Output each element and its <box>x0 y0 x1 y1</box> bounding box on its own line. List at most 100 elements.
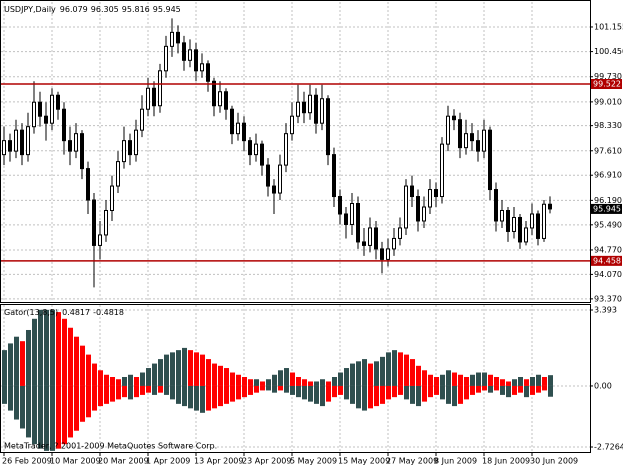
y-tick-label: 93.370 <box>594 294 622 303</box>
gator-lower-bar <box>86 385 91 418</box>
gator-lower-bar <box>500 385 505 395</box>
gator-lower-bar <box>170 385 175 400</box>
gator-upper-bar <box>452 372 457 386</box>
gator-upper-bar <box>446 370 451 386</box>
gator-lower-bar <box>338 385 343 395</box>
gator-upper-bar <box>224 368 229 386</box>
candle-body <box>434 189 438 198</box>
gator-lower-bar <box>284 385 289 393</box>
candle-body <box>194 49 198 72</box>
gator-lower-bar <box>476 385 481 393</box>
y-tick-label: 99.010 <box>594 97 622 106</box>
candle-body <box>392 237 396 250</box>
gator-lower-bar <box>158 385 163 393</box>
gator-upper-bar <box>8 343 13 386</box>
candle-body <box>2 140 6 156</box>
candle-body <box>140 108 144 131</box>
gator-lower-bar <box>230 385 235 402</box>
gator-lower-bar <box>272 385 277 393</box>
gator-lower-bar <box>98 385 103 407</box>
gator-upper-bar <box>218 365 223 386</box>
candle-body <box>290 115 294 135</box>
candle-body <box>302 101 306 114</box>
candle-body <box>428 189 432 208</box>
candle-body <box>458 119 462 149</box>
gator-panel-frame <box>0 304 591 453</box>
gator-upper-bar <box>56 312 61 386</box>
gator-lower-bar <box>56 385 61 449</box>
gator-lower-bar <box>248 385 253 395</box>
gator-upper-bar <box>212 363 217 386</box>
gator-upper-bar <box>272 374 277 386</box>
gator-lower-bar <box>518 385 523 393</box>
candle-body <box>524 227 528 243</box>
y-tick-label: 98.330 <box>594 121 622 130</box>
gator-lower-bar <box>164 385 169 395</box>
candle-body <box>212 80 216 107</box>
gator-lower-bar <box>416 385 421 407</box>
gator-lower-bar <box>440 385 445 400</box>
candle-body <box>518 216 522 243</box>
gator-upper-bar <box>98 370 103 386</box>
gator-lower-bar <box>278 385 283 391</box>
gator-upper-bar <box>164 354 169 386</box>
gator-lower-bar <box>200 385 205 413</box>
gator-upper-bar <box>416 365 421 386</box>
candle-body <box>50 94 54 124</box>
gator-lower-bar <box>320 385 325 407</box>
candle-body <box>32 101 36 128</box>
gator-lower-bar <box>506 385 511 398</box>
current-price-box <box>591 203 622 214</box>
candle-body <box>374 227 378 250</box>
gator-lower-bar <box>362 385 367 411</box>
gator-lower-bar <box>308 385 313 402</box>
candle-body <box>56 94 60 110</box>
gator-upper-bar <box>206 359 211 386</box>
candle-body <box>182 42 186 61</box>
gator-upper-bar <box>302 379 307 386</box>
gator-lower-bar <box>260 385 265 391</box>
gator-upper-bar <box>140 372 145 386</box>
gator-upper-bar <box>464 377 469 386</box>
gator-lower-bar <box>524 385 529 398</box>
candle-body <box>494 189 498 222</box>
gator-upper-bar <box>338 372 343 386</box>
gator-lower-bar <box>296 385 301 398</box>
x-tick-label: 13 Apr 2009 <box>194 457 243 466</box>
gator-upper-bar <box>434 377 439 386</box>
gator-lower-bar <box>392 385 397 398</box>
candle-body <box>38 101 42 117</box>
gator-lower-bar <box>44 385 49 451</box>
candle-body <box>14 129 18 152</box>
gator-header: Gator(13,8,5) 0.4817 -0.4818 <box>4 308 124 317</box>
header-upper: 0.4817 <box>62 308 90 317</box>
gator-lower-bar <box>350 385 355 404</box>
gator-upper-bar <box>542 377 547 386</box>
header-lower: -0.4818 <box>93 308 124 317</box>
gator-upper-bar <box>524 379 529 386</box>
gator-upper-bar <box>242 377 247 386</box>
gator-lower-bar <box>422 385 427 402</box>
gator-upper-bar <box>38 309 43 386</box>
gator-lower-bar <box>374 385 379 407</box>
gator-lower-bar <box>140 385 145 395</box>
x-tick-label: 27 May 2009 <box>386 457 438 466</box>
gator-upper-bar <box>14 336 19 386</box>
candle-body <box>86 168 90 201</box>
gator-lower-bar <box>194 385 199 411</box>
gator-lower-bar <box>8 385 13 411</box>
gator-upper-bar <box>398 352 403 386</box>
gator-upper-bar <box>68 327 73 386</box>
gator-lower-bar <box>488 385 493 393</box>
gator-lower-bar <box>428 385 433 398</box>
candle-body <box>272 185 276 194</box>
gator-upper-bar <box>266 379 271 386</box>
gator-lower-bar <box>470 385 475 395</box>
gator-lower-bar <box>26 385 31 438</box>
gator-lower-bar <box>410 385 415 404</box>
gator-lower-bar <box>464 385 469 400</box>
candle-body <box>158 70 162 107</box>
gator-upper-bar <box>344 368 349 386</box>
candle-body <box>236 122 240 135</box>
